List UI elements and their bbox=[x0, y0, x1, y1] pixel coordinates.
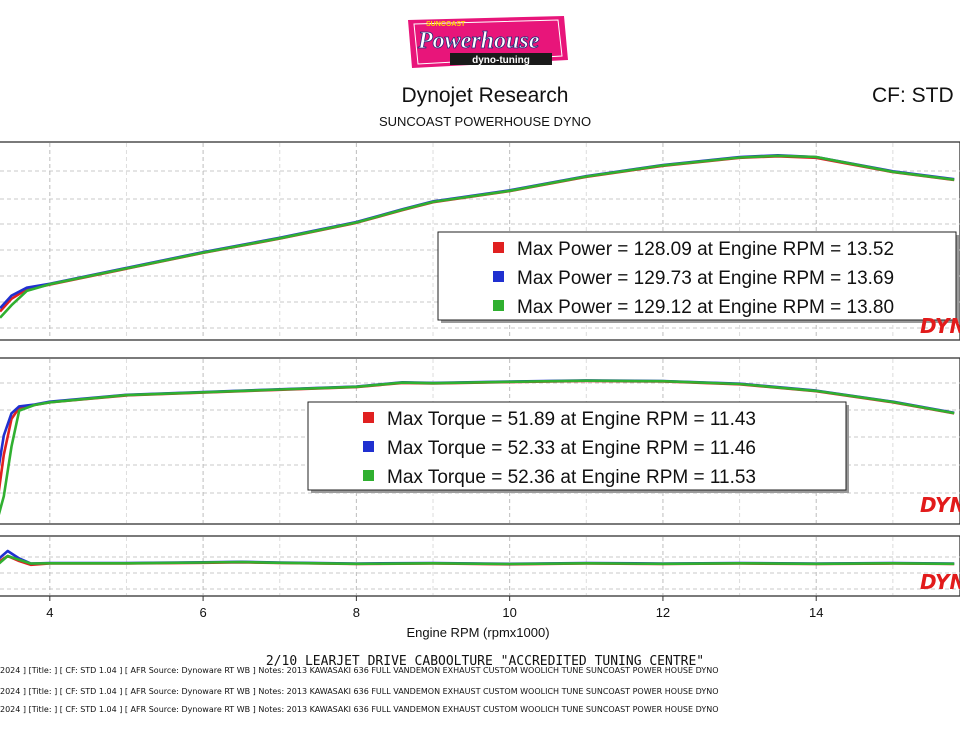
note-line-1: 2024 ] [Title: ] [ CF: STD 1.04 ] [ AFR … bbox=[0, 666, 719, 675]
series-line-run-3 bbox=[0, 154, 955, 319]
legend-swatch-run-1 bbox=[493, 242, 504, 253]
legend-swatch-run-2 bbox=[363, 441, 374, 452]
series-line-run-3 bbox=[0, 379, 955, 516]
legend-swatch-run-1 bbox=[363, 412, 374, 423]
logo-main-text: Powerhouse bbox=[417, 28, 540, 54]
legend-swatch-run-2 bbox=[493, 271, 504, 282]
series-line-run-3 bbox=[0, 554, 955, 566]
logo-sub-text: dyno-tuning bbox=[472, 55, 530, 66]
x-axis-label: Engine RPM (rpmx1000) bbox=[406, 625, 549, 640]
legend-entry-run-1: Max Torque = 51.89 at Engine RPM = 11.43 bbox=[387, 409, 756, 430]
logo-top-text: SUNCOAST bbox=[426, 21, 466, 28]
note-line-3: 2024 ] [Title: ] [ CF: STD 1.04 ] [ AFR … bbox=[0, 705, 719, 714]
dynojet-watermark: DYN bbox=[920, 493, 960, 517]
legend-entry-run-1: Max Power = 128.09 at Engine RPM = 13.52 bbox=[517, 239, 894, 260]
chart-title: Dynojet Research bbox=[401, 84, 569, 107]
x-tick-label: 10 bbox=[502, 605, 516, 620]
legend-entry-run-2: Max Power = 129.73 at Engine RPM = 13.69 bbox=[517, 268, 894, 289]
legend-entry-run-2: Max Torque = 52.33 at Engine RPM = 11.46 bbox=[387, 438, 756, 459]
note-line-2: 2024 ] [Title: ] [ CF: STD 1.04 ] [ AFR … bbox=[0, 687, 719, 696]
legend-swatch-run-3 bbox=[363, 470, 374, 481]
legend-entry-run-3: Max Power = 129.12 at Engine RPM = 13.80 bbox=[517, 297, 894, 318]
dynojet-watermark: DYN bbox=[920, 570, 960, 594]
x-tick-label: 12 bbox=[656, 605, 670, 620]
notes-title: 2/10 LEARJET DRIVE CABOOLTURE "ACCREDITE… bbox=[265, 654, 705, 669]
powerhouse-logo: SUNCOAST Powerhouse dyno-tuning bbox=[408, 16, 568, 68]
chart-subtitle: SUNCOAST POWERHOUSE DYNO bbox=[378, 114, 592, 129]
x-tick-label: 14 bbox=[809, 605, 823, 620]
panel-frame bbox=[0, 535, 960, 597]
dyno-charts: Max Power = 128.09 at Engine RPM = 13.52… bbox=[0, 141, 960, 640]
correction-factor: CF: STD bbox=[872, 84, 954, 107]
legend-entry-run-3: Max Torque = 52.36 at Engine RPM = 11.53 bbox=[387, 467, 756, 488]
x-tick-label: 8 bbox=[353, 605, 360, 620]
legend-box bbox=[307, 401, 847, 491]
x-tick-label: 4 bbox=[46, 605, 53, 620]
legend-box bbox=[437, 231, 957, 321]
legend-swatch-run-3 bbox=[493, 300, 504, 311]
x-tick-label: 6 bbox=[199, 605, 206, 620]
dynojet-watermark: DYN bbox=[920, 314, 960, 338]
